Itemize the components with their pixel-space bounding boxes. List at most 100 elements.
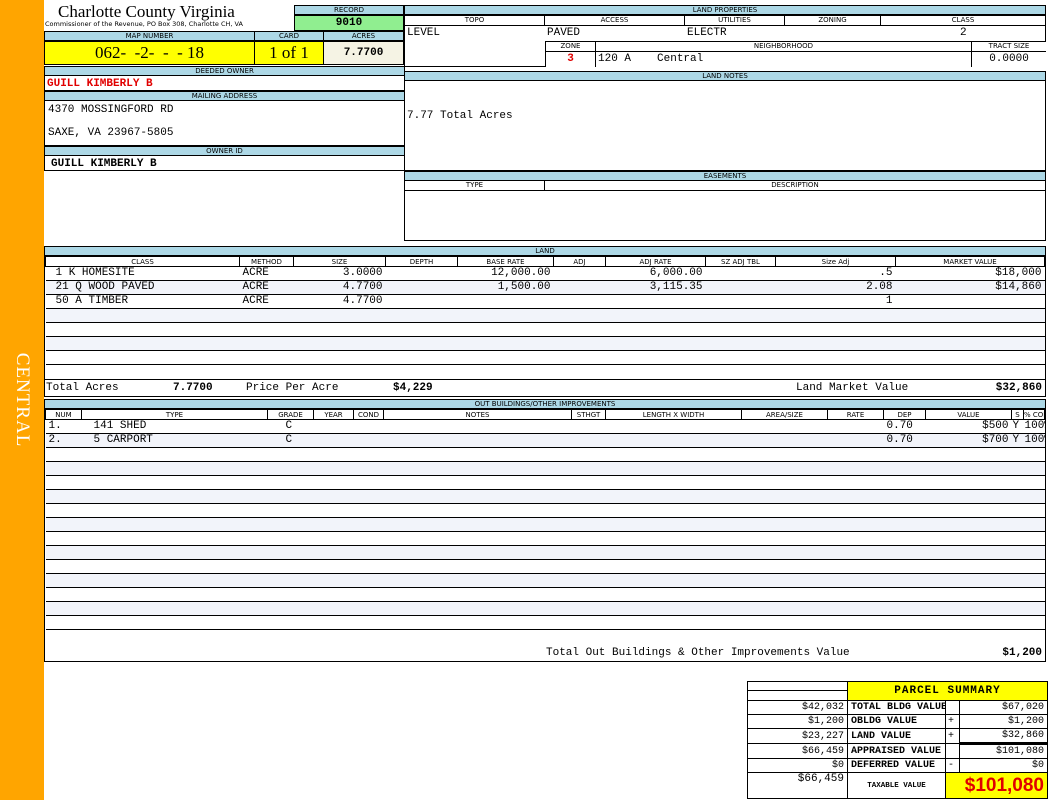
- outbuildings-section: NUM TYPE GRADE YEAR COND NOTES STHGT LENGTH X W…: [44, 408, 1046, 662]
- land-row: 21 Q WOOD PAVED ACRE 4.7700 1,500.00 3,115.3…: [45, 280, 1045, 295]
- outbuilding-cell: [883, 545, 926, 560]
- tract-size-value: 0.0000: [989, 53, 1029, 65]
- outbuilding-col-header: DEP: [883, 409, 926, 420]
- outbuilding-cell: [267, 489, 314, 504]
- record-label: RECORD: [294, 5, 404, 15]
- outbuilding-cell: [45, 461, 82, 476]
- taxable-value: $101,080: [945, 772, 1048, 799]
- land-cell: [457, 294, 554, 309]
- land-cell: [895, 294, 1045, 309]
- outbuilding-cell: [1011, 559, 1024, 574]
- land-row: 50 A TIMBER ACRE 4.7700 1: [45, 294, 1045, 309]
- outbuilding-cell: [883, 615, 926, 630]
- outbuilding-cell: [383, 545, 572, 560]
- map-number: 062- -2- - - 18: [44, 41, 255, 65]
- land-cell: [705, 266, 776, 281]
- outbuilding-cell: [925, 517, 1012, 532]
- outbuilding-cell: 2.: [45, 433, 82, 448]
- outbuilding-cell: [827, 447, 884, 462]
- outbuilding-row: [45, 615, 1045, 630]
- land-cell: [705, 294, 776, 309]
- outbuilding-cell: [883, 503, 926, 518]
- outbuilding-cell: [741, 573, 828, 588]
- outbuildings-total: $1,200: [1002, 647, 1042, 659]
- outbuilding-cell: [571, 489, 606, 504]
- land-row: [45, 350, 1045, 365]
- acres-value: 7.7700: [323, 41, 404, 65]
- outbuilding-cell: [883, 559, 926, 574]
- outbuilding-cell: [1023, 489, 1045, 504]
- outbuilding-cell: [741, 531, 828, 546]
- summary-row: $66,459 APPRAISED VALUE $101,080: [747, 743, 1048, 759]
- outbuilding-cell: [827, 545, 884, 560]
- outbuilding-row: [45, 587, 1045, 602]
- outbuilding-cell: [45, 601, 82, 616]
- outbuilding-cell: [313, 531, 354, 546]
- outbuilding-cell: [1023, 573, 1045, 588]
- outbuilding-cell: [883, 447, 926, 462]
- land-cell: $14,860: [895, 280, 1045, 295]
- outbuilding-cell: [741, 489, 828, 504]
- outbuilding-row: [45, 517, 1045, 532]
- outbuilding-col-header: VALUE: [925, 409, 1012, 420]
- summary-label: APPRAISED VALUE: [847, 743, 946, 759]
- outbuilding-cell: [883, 601, 926, 616]
- outbuilding-cell: [827, 433, 884, 448]
- outbuilding-cell: [1011, 461, 1024, 476]
- outbuilding-cell: 141 SHED: [81, 419, 268, 434]
- land-cell: [385, 308, 458, 323]
- land-cell: 3.0000: [293, 266, 386, 281]
- outbuilding-col-header: GRADE: [267, 409, 314, 420]
- outbuilding-cell: [1011, 615, 1024, 630]
- outbuilding-cell: [313, 489, 354, 504]
- outbuilding-cell: [1023, 601, 1045, 616]
- outbuilding-cell: [1011, 587, 1024, 602]
- land-cell: [385, 280, 458, 295]
- summary-label: DEFERRED VALUE: [847, 758, 946, 773]
- outbuilding-col-header: LENGTH X WIDTH: [605, 409, 742, 420]
- land-properties: TOPO ACCESS UTILITIES ZONING CLASS LEVEL…: [404, 15, 1046, 67]
- land-cell: [239, 308, 294, 323]
- outbuilding-cell: [605, 601, 742, 616]
- outbuilding-cell: [81, 531, 268, 546]
- land-col-header: ADJ: [553, 256, 606, 267]
- outbuilding-cell: [883, 587, 926, 602]
- outbuilding-cell: [827, 601, 884, 616]
- land-cell: [553, 280, 606, 295]
- outbuilding-cell: [925, 447, 1012, 462]
- outbuilding-cell: [383, 531, 572, 546]
- land-totals-row: Total Acres 7.7700 Price Per Acre $4,229…: [45, 379, 1045, 396]
- topo-label: TOPO: [405, 16, 545, 25]
- land-cell: [895, 322, 1045, 337]
- outbuilding-col-header: COND: [353, 409, 384, 420]
- easements-table: TYPE DESCRIPTION: [404, 180, 1046, 241]
- land-notes: 7.77 Total Acres: [404, 80, 1046, 171]
- outbuilding-cell: [45, 489, 82, 504]
- summary-sign: +: [945, 714, 960, 729]
- land-cell: [705, 280, 776, 295]
- outbuilding-cell: [827, 503, 884, 518]
- outbuilding-cell: [605, 615, 742, 630]
- outbuilding-cell: [313, 601, 354, 616]
- outbuilding-cell: [741, 601, 828, 616]
- outbuilding-cell: [883, 489, 926, 504]
- land-cell: 21 Q WOOD PAVED: [45, 280, 240, 295]
- land-cell: 6,000.00: [605, 266, 706, 281]
- outbuilding-cell: [81, 587, 268, 602]
- outbuilding-cell: [925, 475, 1012, 490]
- outbuilding-cell: [925, 461, 1012, 476]
- land-cell: 50 A TIMBER: [45, 294, 240, 309]
- utilities-label: UTILITIES: [685, 16, 785, 25]
- land-cell: 2.08: [775, 280, 896, 295]
- outbuilding-cell: [45, 545, 82, 560]
- outbuilding-cell: [313, 559, 354, 574]
- summary-sign: +: [945, 728, 960, 744]
- land-cell: [705, 308, 776, 323]
- outbuilding-col-header: AREA/SIZE: [741, 409, 828, 420]
- land-cell: ACRE: [239, 280, 294, 295]
- outbuilding-cell: [45, 475, 82, 490]
- outbuilding-cell: [571, 545, 606, 560]
- outbuilding-cell: [571, 531, 606, 546]
- parcel-summary-title: PARCEL SUMMARY: [847, 681, 1048, 701]
- outbuilding-cell: [1023, 447, 1045, 462]
